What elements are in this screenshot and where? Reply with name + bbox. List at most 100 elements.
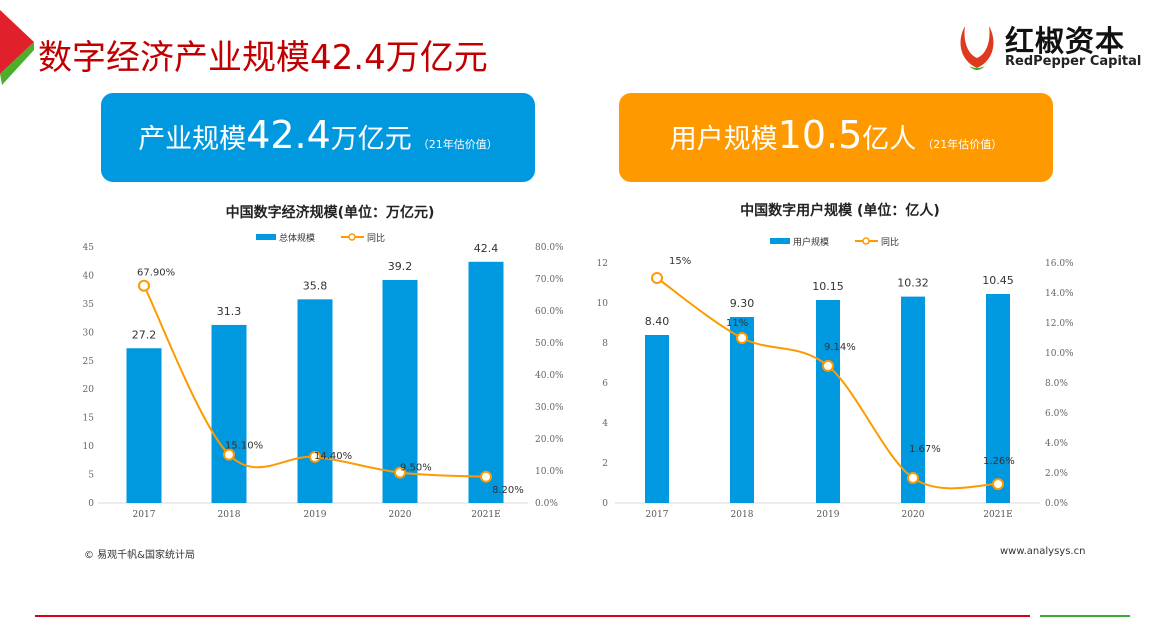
bar (901, 296, 925, 503)
card-label: 用户规模 (669, 124, 778, 155)
growth-data-label: 1.26% (983, 456, 1015, 467)
y2-tick-label: 80.0% (535, 243, 564, 253)
y2-tick-label: 10.0% (535, 467, 564, 477)
y-tick-label: 10 (597, 299, 609, 309)
growth-point (223, 448, 235, 461)
growth-line (143, 285, 487, 478)
y-tick-label: 25 (83, 357, 95, 367)
y-tick-label: 8 (602, 339, 608, 349)
y-tick-label: 15 (83, 414, 95, 424)
y-tick-label: 6 (602, 379, 608, 389)
growth-point (309, 450, 321, 463)
growth-data-label: 11% (726, 318, 748, 329)
growth-point (480, 470, 492, 483)
y2-tick-label: 14.0% (1045, 289, 1074, 299)
y2-tick-label: 2.0% (1045, 469, 1068, 479)
legend-bar-label: 用户规模 (793, 236, 829, 248)
y-tick-label: 10 (83, 442, 95, 452)
legend-bar-swatch (770, 238, 790, 244)
y2-tick-label: 10.0% (1045, 349, 1074, 359)
y2-tick-label: 40.0% (535, 371, 564, 381)
bar-data-label: 27.2 (132, 328, 157, 341)
legend-line-marker (348, 233, 356, 241)
bar-data-label: 9.30 (730, 297, 755, 310)
y2-tick-label: 16.0% (1045, 259, 1074, 269)
legend-line-label: 同比 (881, 236, 899, 248)
y-tick-label: 20 (83, 385, 95, 395)
y-tick-label: 40 (83, 271, 95, 281)
bar-data-label: 8.40 (645, 315, 670, 328)
legend-line-label: 同比 (367, 232, 385, 244)
y2-tick-label: 70.0% (535, 275, 564, 285)
growth-data-label: 8.20% (492, 485, 524, 496)
growth-data-label: 1.67% (909, 444, 941, 455)
industry-scale-card: 产业规模 42.4 万亿元 （21年估价值） (101, 93, 535, 182)
footer-divider-red (35, 615, 1030, 617)
y-tick-label: 0 (88, 499, 94, 509)
y-tick-label: 0 (602, 499, 608, 509)
bar-data-label: 10.45 (982, 274, 1014, 287)
growth-data-label: 9.50% (400, 463, 432, 474)
bar (986, 294, 1010, 503)
legend-bar-swatch (256, 234, 276, 240)
y-tick-label: 30 (83, 328, 95, 338)
y2-tick-label: 0.0% (1045, 499, 1068, 509)
page-title: 数字经济产业规模42.4万亿元 (38, 38, 488, 78)
y2-tick-label: 12.0% (1045, 319, 1074, 329)
corner-arrow-decoration (0, 10, 34, 85)
growth-point (736, 332, 748, 344)
y-tick-label: 35 (83, 300, 95, 310)
bar-data-label: 42.4 (474, 242, 499, 255)
x-tick-label: 2020 (389, 510, 412, 520)
x-tick-label: 2021E (471, 510, 500, 520)
y2-tick-label: 20.0% (535, 435, 564, 445)
card-label: 产业规模 (138, 124, 247, 155)
legend-bar-label: 总体规模 (279, 232, 315, 244)
bar (730, 317, 754, 503)
site-url: www.analysys.cn (1000, 546, 1086, 557)
y2-tick-label: 50.0% (535, 339, 564, 349)
growth-data-label: 15.10% (225, 441, 263, 452)
legend-line-marker (862, 237, 870, 245)
growth-data-label: 14.40% (314, 451, 352, 462)
x-tick-label: 2020 (902, 510, 925, 520)
x-tick-label: 2019 (817, 510, 840, 520)
bar (816, 300, 840, 503)
growth-point (907, 471, 919, 484)
bar (211, 324, 247, 503)
bar-data-label: 39.2 (388, 260, 413, 273)
growth-point (138, 279, 150, 292)
x-tick-label: 2018 (731, 510, 754, 520)
y2-tick-label: 0.0% (535, 499, 558, 509)
x-tick-label: 2017 (133, 510, 156, 520)
y2-tick-label: 60.0% (535, 307, 564, 317)
y2-tick-label: 30.0% (535, 403, 564, 413)
growth-point (394, 466, 406, 479)
user-scale-card: 用户规模 10.5 亿人 （21年估价值） (619, 93, 1053, 182)
digital-economy-chart: 中国数字经济规模(单位：万亿元) 总体规模 同比 0 5 10 15 20 25 30 35 40 45… (83, 204, 564, 520)
growth-point (822, 359, 834, 372)
bar (297, 299, 333, 503)
bar-data-label: 31.3 (217, 305, 242, 318)
chart-title: 中国数字用户规模 (单位：亿人) (740, 202, 940, 219)
y2-tick-label: 4.0% (1045, 439, 1068, 449)
card-note: （21年估价值） (922, 138, 1003, 151)
bar (645, 335, 669, 503)
x-tick-label: 2018 (218, 510, 241, 520)
bar-data-label: 10.32 (897, 277, 929, 290)
x-tick-label: 2021E (983, 510, 1012, 520)
bar-data-label: 35.8 (303, 279, 328, 292)
growth-point (651, 272, 663, 284)
y2-tick-label: 8.0% (1045, 379, 1068, 389)
bar (468, 261, 504, 503)
y-tick-label: 45 (83, 243, 95, 253)
bar (382, 279, 418, 503)
growth-data-label: 67.90% (137, 268, 175, 279)
bar (126, 348, 162, 503)
y2-tick-label: 6.0% (1045, 409, 1068, 419)
card-unit: 亿人 (862, 124, 917, 155)
y-tick-label: 2 (602, 459, 608, 469)
logo-chinese-name: 红椒资本 (1005, 24, 1126, 58)
growth-data-label: 9.14% (824, 342, 856, 353)
y-tick-label: 4 (602, 419, 608, 429)
